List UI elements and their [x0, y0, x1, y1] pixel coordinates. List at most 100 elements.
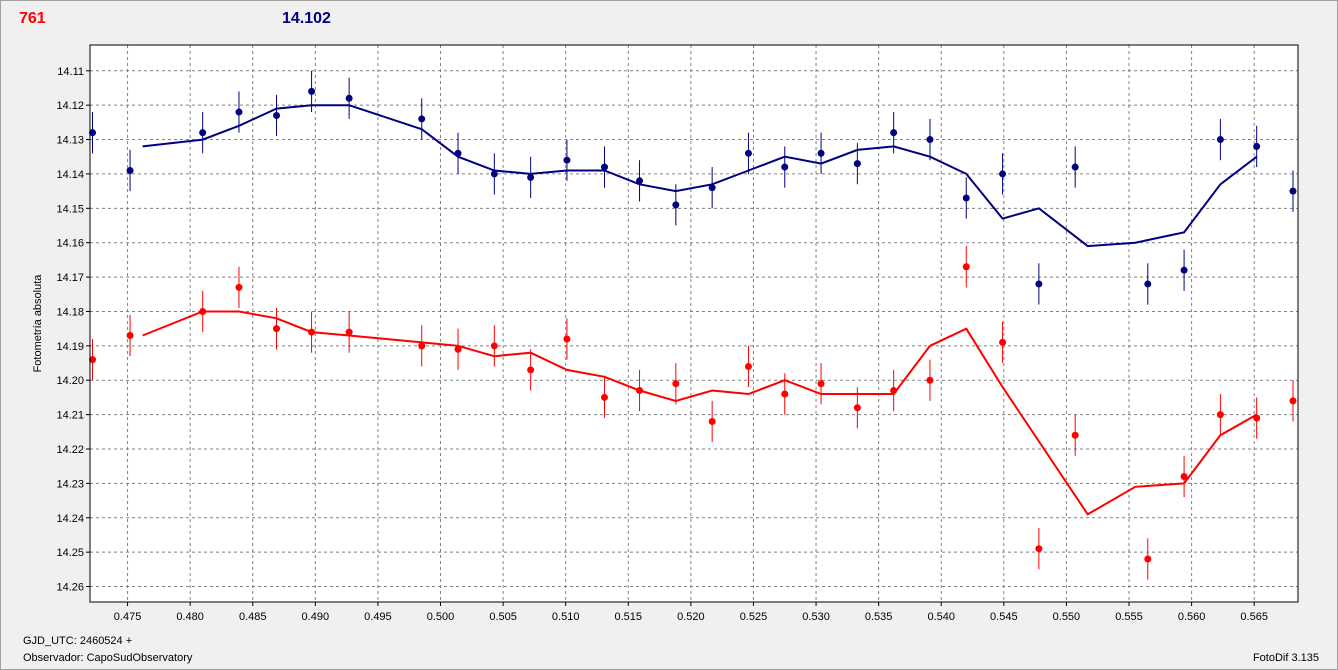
x-tick-label: 0.530	[802, 611, 830, 623]
series-blue	[89, 70, 1297, 305]
x-tick-label: 0.500	[427, 611, 455, 623]
data-point	[1289, 397, 1297, 405]
data-point	[345, 328, 353, 336]
x-tick-label: 0.490	[302, 611, 330, 623]
data-point	[1144, 280, 1152, 288]
data-point	[999, 170, 1007, 178]
x-tick-label: 0.535	[865, 611, 893, 623]
x-tick-label: 0.495	[364, 611, 392, 623]
y-tick-label: 14.19	[56, 341, 84, 353]
data-point	[636, 177, 644, 185]
data-point	[1289, 187, 1297, 195]
data-point	[418, 115, 426, 123]
x-tick-label: 0.545	[990, 611, 1018, 623]
data-point	[126, 332, 134, 340]
data-point	[636, 387, 644, 395]
data-point	[235, 108, 243, 116]
data-point	[89, 129, 97, 137]
data-point	[454, 345, 462, 353]
data-point	[708, 184, 716, 192]
data-point	[744, 362, 752, 370]
data-point	[89, 356, 97, 364]
data-point	[1035, 280, 1043, 288]
data-point	[1180, 473, 1188, 481]
gjd-label: GJD_UTC: 2460524 +	[23, 635, 133, 647]
x-tick-label: 0.525	[740, 611, 768, 623]
header-blue-value: 14.102	[282, 10, 331, 27]
data-point	[273, 111, 281, 119]
app-version-label: FotoDif 3.135	[1252, 652, 1319, 664]
data-point	[490, 170, 498, 178]
grid-lines	[90, 45, 1298, 602]
x-tick-label: 0.520	[677, 611, 705, 623]
data-point	[418, 342, 426, 350]
x-tick-label: 0.565	[1240, 611, 1268, 623]
x-tick-label: 0.510	[552, 611, 580, 623]
header-red-value: 761	[19, 10, 46, 27]
data-point	[926, 376, 934, 384]
data-point	[527, 366, 535, 374]
data-point	[999, 338, 1007, 346]
data-point	[672, 201, 680, 209]
data-point	[563, 335, 571, 343]
x-tick-label: 0.480	[176, 611, 204, 623]
y-tick-label: 14.16	[56, 238, 84, 250]
y-tick-label: 14.23	[56, 478, 84, 490]
x-tick-label: 0.550	[1053, 611, 1081, 623]
data-point	[273, 325, 281, 333]
light-curve-chart: 14.11 14.12 14.13 14.14 14.15 14.16 14.17 14.18…	[32, 44, 1299, 623]
data-point	[1035, 545, 1043, 553]
data-point	[926, 136, 934, 144]
data-point	[490, 342, 498, 350]
series-red	[89, 246, 1297, 580]
x-axis-ticks: 0.475 0.480 0.485 0.490 0.495 0.500 0.505 0.510…	[114, 602, 1268, 623]
y-tick-label: 14.20	[56, 375, 84, 387]
data-point	[454, 149, 462, 157]
data-point	[817, 380, 825, 388]
y-tick-label: 14.18	[56, 306, 84, 318]
data-point	[563, 156, 571, 164]
data-point	[235, 283, 243, 291]
y-axis-ticks: 14.11 14.12 14.13 14.14 14.15 14.16 14.17 14.18…	[56, 66, 90, 594]
data-point	[853, 160, 861, 168]
y-tick-label: 14.24	[56, 513, 84, 525]
data-point	[345, 94, 353, 102]
x-tick-label: 0.485	[239, 611, 267, 623]
data-point	[1253, 414, 1261, 422]
plot-border	[89, 44, 1299, 603]
data-point	[1144, 555, 1152, 563]
data-point	[308, 87, 316, 95]
data-point	[817, 149, 825, 157]
x-tick-label: 0.560	[1178, 611, 1206, 623]
series-layer	[89, 70, 1297, 580]
data-point	[1180, 266, 1188, 274]
data-point	[1216, 411, 1224, 419]
data-point	[744, 149, 752, 157]
y-axis-label: Fotometría absoluta	[32, 274, 44, 373]
data-point	[199, 129, 207, 137]
y-tick-label: 14.15	[56, 203, 84, 215]
x-tick-label: 0.555	[1115, 611, 1143, 623]
y-tick-label: 14.11	[57, 66, 84, 78]
data-point	[890, 387, 898, 395]
y-tick-label: 14.12	[56, 100, 84, 112]
data-point	[962, 263, 970, 271]
x-tick-label: 0.505	[489, 611, 517, 623]
observer-label: Observador: CapoSudObservatory	[23, 652, 193, 664]
plot-area	[90, 45, 1298, 602]
y-tick-label: 14.25	[56, 547, 84, 559]
data-point	[1071, 431, 1079, 439]
data-point	[1216, 136, 1224, 144]
data-point	[126, 166, 134, 174]
data-point	[600, 163, 608, 171]
data-point	[308, 328, 316, 336]
y-tick-label: 14.13	[56, 135, 84, 147]
data-point	[781, 163, 789, 171]
data-point	[853, 404, 861, 412]
x-tick-label: 0.475	[114, 611, 142, 623]
fit-line	[142, 310, 1258, 516]
data-point	[672, 380, 680, 388]
data-point	[781, 390, 789, 398]
y-tick-label: 14.21	[56, 410, 84, 422]
